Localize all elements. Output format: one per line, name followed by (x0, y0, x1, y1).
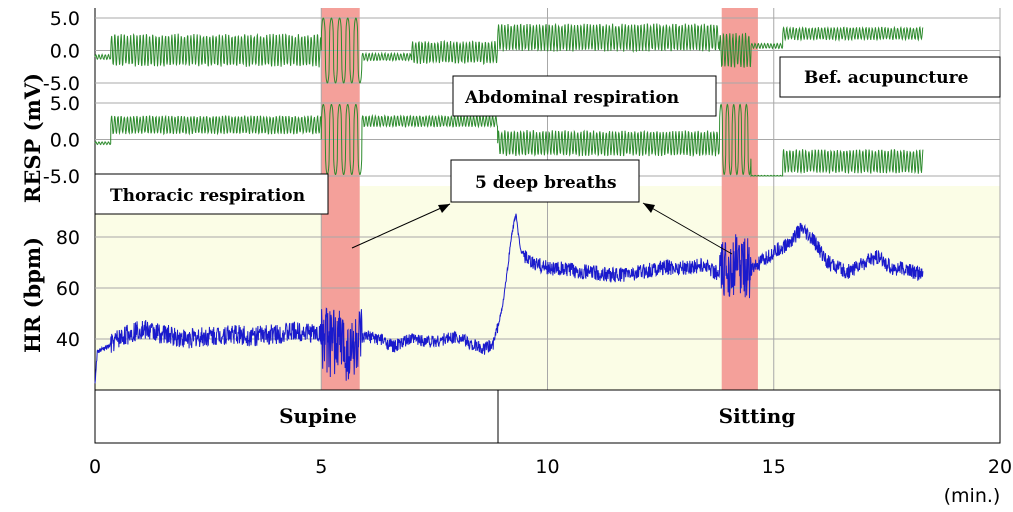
arrow-left-head (438, 204, 450, 213)
hr-y-axis-label: HR (bpm) (20, 237, 45, 353)
y-tick-hr-2: 40 (56, 329, 80, 351)
arrow-right-line (642, 202, 733, 255)
y-tick-resp_abdominal-2: -5.0 (43, 166, 80, 188)
arrow-left-line (351, 203, 451, 249)
annotation-bef-text: Bef. acupuncture (804, 68, 969, 88)
y-tick-hr-0: 80 (56, 227, 80, 249)
annotation-abdominal-text: Abdominal respiration (464, 88, 679, 108)
y-tick-resp_thoracic-1: 0.0 (50, 41, 80, 63)
annotation-thoracic-box (94, 173, 329, 215)
annotation-deep-breaths: 5 deep breaths (351, 159, 733, 255)
x-tick-0: 0 (89, 456, 101, 478)
trace-resp_thoracic (94, 17, 924, 84)
phase-bar: Supine Sitting (94, 389, 1001, 444)
annotation-deep-breaths-box (450, 159, 640, 203)
phase-label-sitting: Sitting (719, 404, 796, 428)
trace-hr (94, 213, 924, 384)
annotation-abdominal-box (452, 75, 717, 117)
arrow-right-head (643, 203, 655, 213)
y-tick-resp_thoracic-2: -5.0 (43, 73, 80, 95)
annotation-bef-acupuncture: Bef. acupuncture (779, 56, 1001, 98)
highlight-band-1 (721, 8, 758, 390)
annotation-thoracic: Thoracic respiration (94, 173, 329, 215)
x-tick-2: 10 (535, 456, 559, 478)
annotation-deep-breaths-text: 5 deep breaths (475, 173, 617, 193)
x-axis-unit-label: (min.) (944, 485, 1001, 507)
annotation-bef-box (779, 56, 1001, 98)
trace-resp_abdominal (94, 103, 924, 178)
traces (94, 17, 924, 384)
annotation-thoracic-text: Thoracic respiration (110, 186, 305, 206)
y-tick-hr-1: 60 (56, 278, 80, 300)
x-tick-3: 15 (762, 456, 786, 478)
y-tick-resp_abdominal-1: 0.0 (50, 130, 80, 152)
y-tick-resp_abdominal-0: 5.0 (50, 93, 80, 115)
phase-label-supine: Supine (279, 404, 357, 428)
phase-bar-frame (94, 389, 1001, 444)
x-tick-1: 5 (315, 456, 327, 478)
y-tick-resp_thoracic-0: 5.0 (50, 8, 80, 30)
x-tick-labels: 0 5 10 15 20 (89, 456, 1012, 478)
resp-y-axis-label: RESP (mV) (20, 73, 45, 203)
x-tick-4: 20 (988, 456, 1012, 478)
annotation-abdominal: Abdominal respiration (452, 75, 717, 117)
